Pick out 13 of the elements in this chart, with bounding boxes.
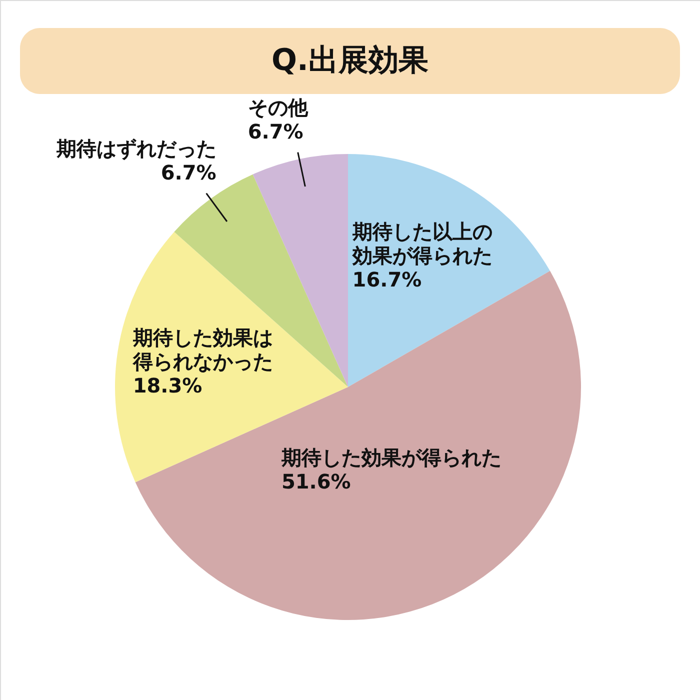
slice-label: その他 [248, 95, 309, 120]
pie-slice [348, 154, 550, 387]
slice-label: 期待はずれだった [55, 136, 216, 160]
slice-label: 期待した効果が得られた [280, 445, 502, 470]
chart-title: Q.出展効果 [272, 43, 428, 78]
pie-slice [252, 154, 348, 387]
data-label: 6.7% [248, 119, 304, 144]
data-label: 16.7% [352, 268, 422, 292]
data-label: 51.6% [281, 469, 351, 494]
slice-label: 期待した以上の効果が得られた [351, 220, 492, 268]
slice-label: 期待した効果は得られなかった [132, 325, 273, 374]
data-label: 6.7% [160, 160, 216, 184]
data-label: 18.3% [132, 373, 202, 398]
